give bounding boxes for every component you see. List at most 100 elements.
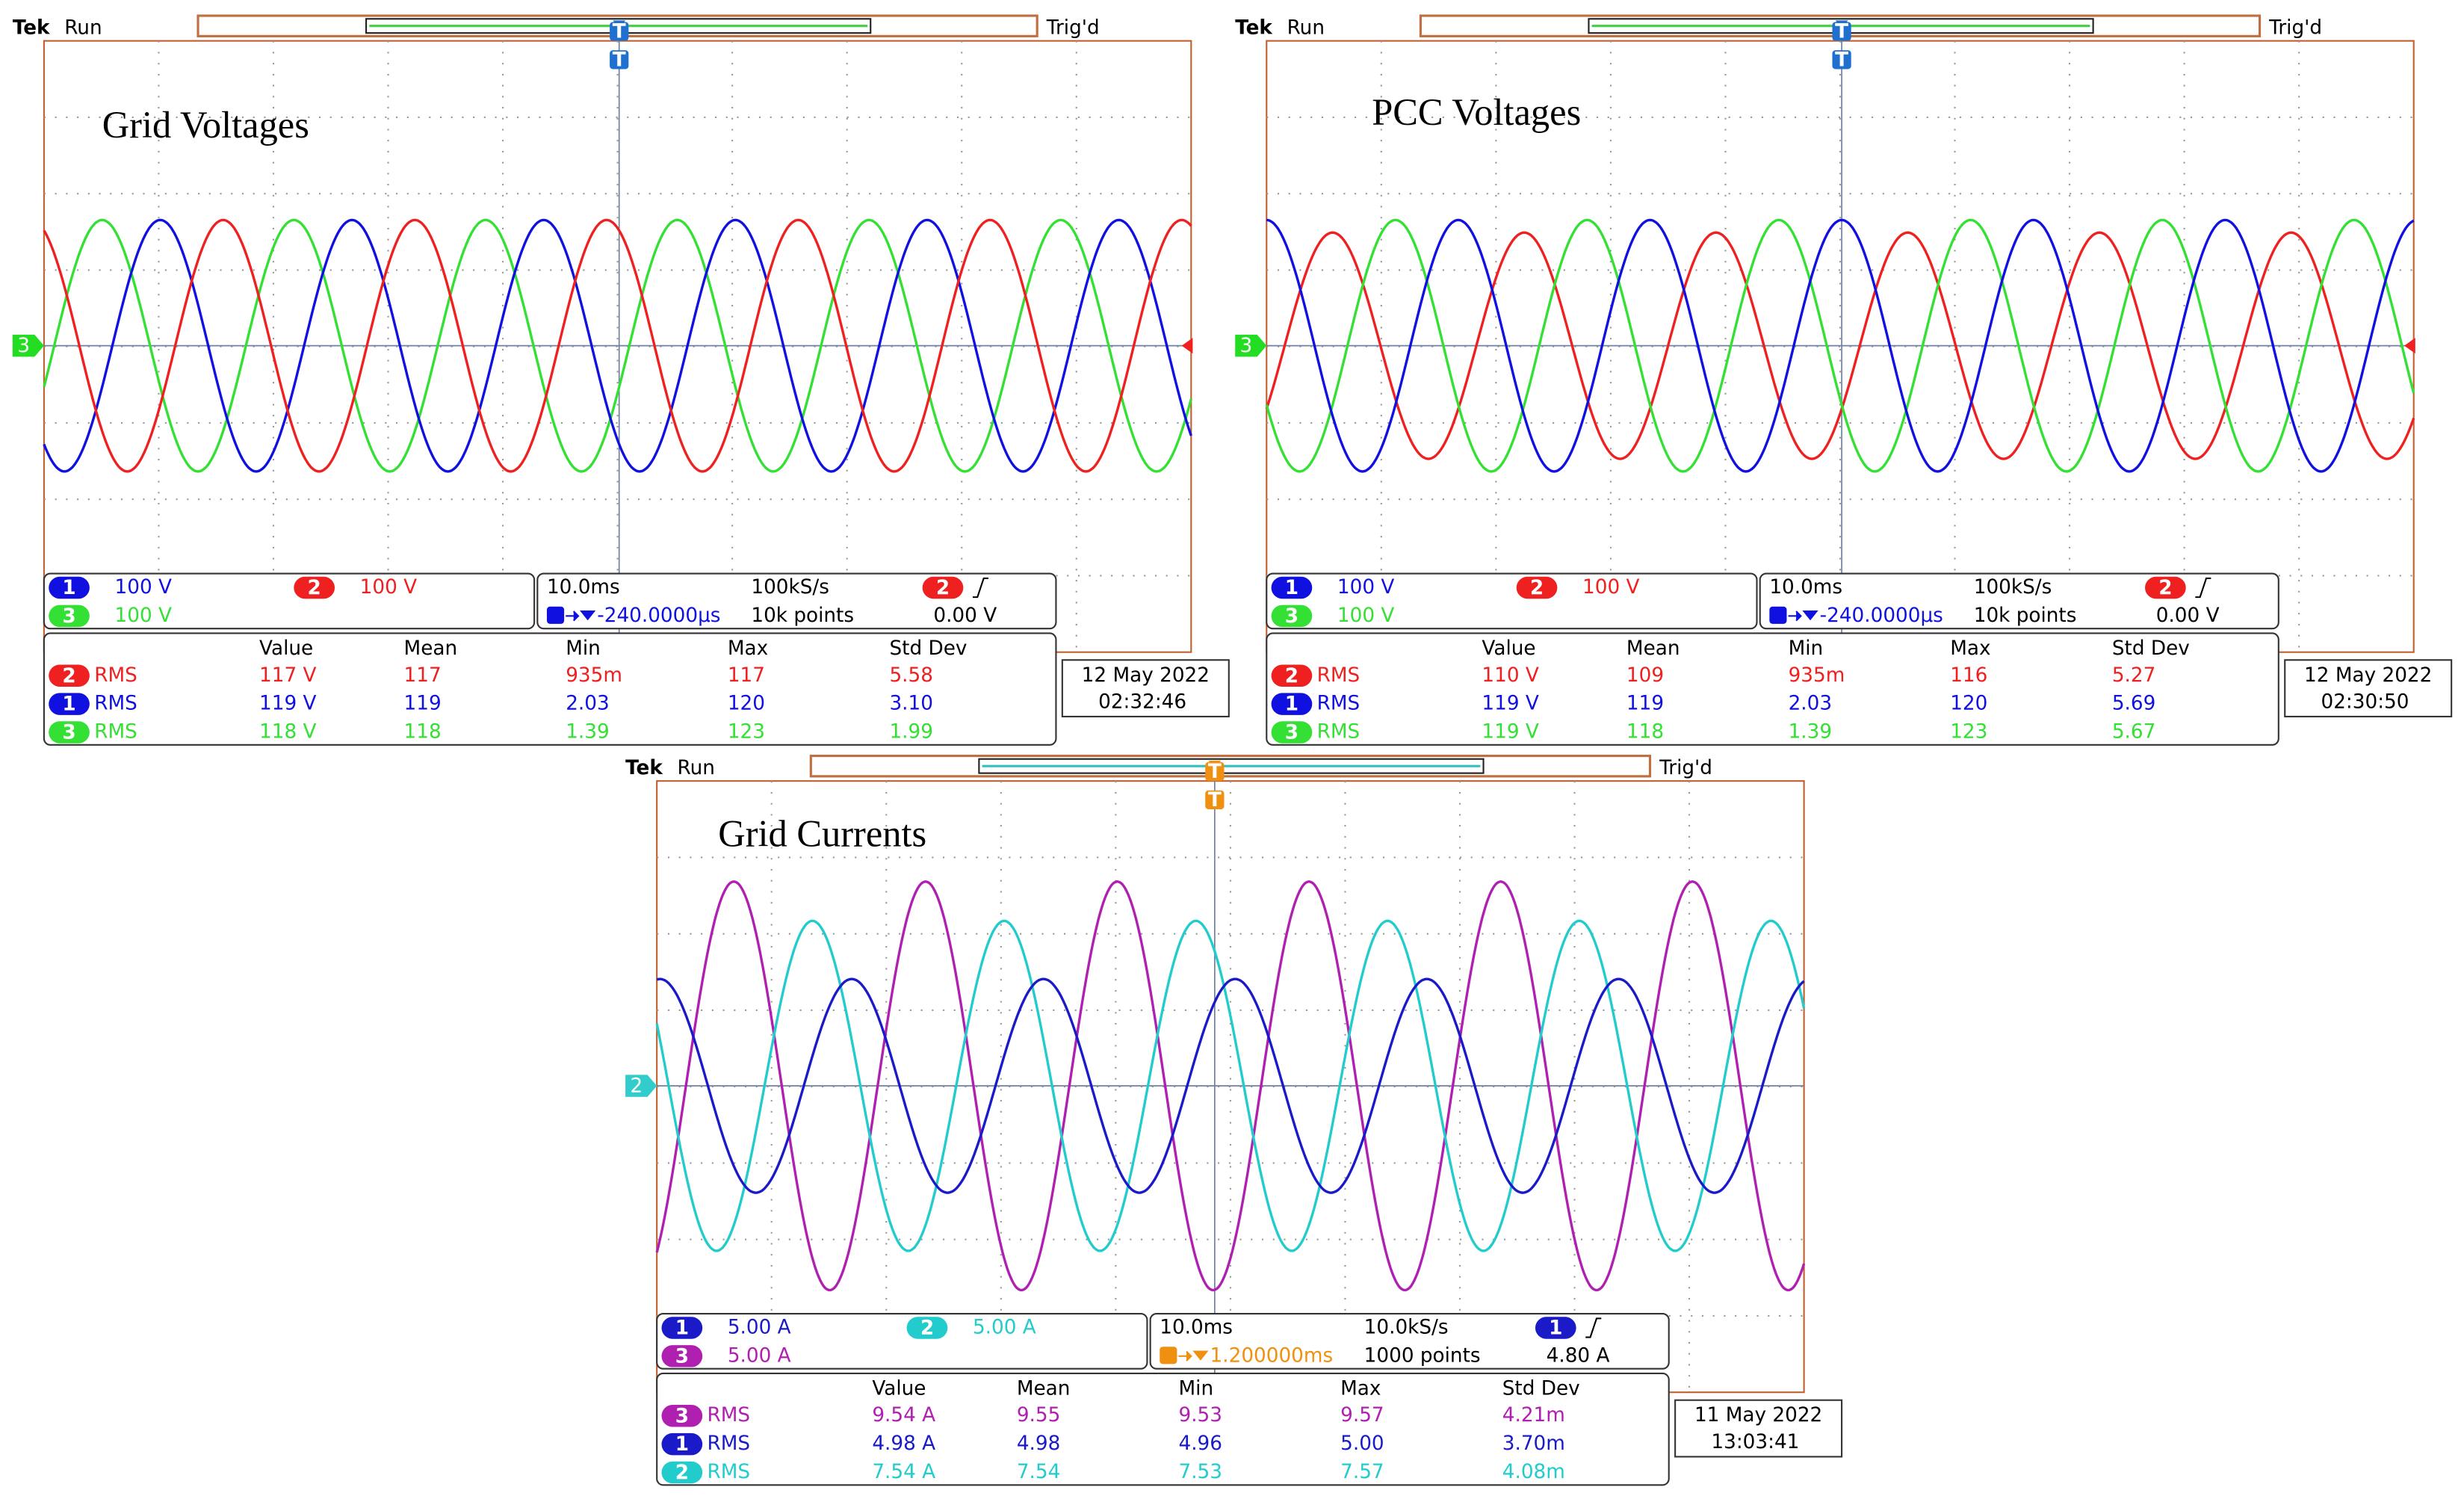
channel-badge [661,1432,703,1456]
waveform [43,218,1192,473]
measurement-header: Value [1482,637,1535,660]
channel-scale: 100 V [115,576,172,599]
measurement-type: RMS [1317,693,1361,715]
time-div: 10.0ms [1769,576,1842,599]
date-box [1674,1399,1843,1458]
channel-badge-label: 3 [62,722,75,744]
trigger-icon [610,50,629,69]
measurement-value: 123 [1950,720,1987,743]
trigger-icon-label: T [1835,49,1848,71]
measurement-value: 109 [1626,664,1664,687]
waveform [656,977,1805,1194]
ground-marker [625,1075,657,1097]
delay-icon [1160,1347,1177,1364]
channel-badge [1271,605,1313,628]
trigger-icon-label: T [613,21,626,43]
time-div: 10.0ms [547,576,620,599]
channel-badge-label: 2 [675,1462,689,1484]
trigger-level: 0.00 V [2156,605,2220,627]
trigger-icon-label: T [1835,21,1848,43]
channel-badge [922,576,964,599]
delay-arrow [566,610,596,622]
measurement-value: 935m [566,664,622,687]
ground-marker-label: 2 [630,1075,643,1098]
run-status: Run [1287,16,1325,39]
channel-badge-label: 2 [936,577,950,599]
trigger-level: 0.00 V [933,605,997,627]
trigger-slope [972,577,988,599]
measurement-type: RMS [707,1461,750,1483]
channel-scale: 100 V [360,576,417,599]
measurement-type: RMS [707,1404,750,1427]
measurement-type: RMS [1317,720,1361,743]
measurement-value: 1.39 [1789,720,1832,743]
measurement-value: 7.53 [1178,1461,1222,1483]
measurement-value: 5.69 [2112,693,2155,715]
measurement-value: 1.99 [889,720,932,743]
measurement-type: RMS [94,720,137,743]
channel-badge-label: 3 [675,1345,689,1367]
measurement-type: RMS [1317,664,1361,687]
waveform [1265,218,2415,473]
delay-arrow [1788,610,1818,622]
channel-panel [656,1313,1148,1370]
plot-title: Grid Voltages [102,104,309,146]
channel-badge-label: 3 [675,1405,689,1427]
measurement-header: Std Dev [2112,637,2190,660]
measurement-value: 4.98 [1017,1432,1060,1455]
run-status: Run [678,757,715,779]
trigger-icon-label: T [1208,789,1222,812]
trigger-level-marker [2404,338,2415,354]
measurement-header: Mean [404,637,458,660]
waveform [655,880,1806,1292]
measurement-value: 117 [728,664,765,687]
measurement-value: 9.53 [1178,1404,1222,1427]
waveform [43,218,1192,473]
measurement-value: 9.57 [1340,1404,1384,1427]
measurement-value: 4.96 [1178,1432,1222,1455]
channel-badge-label: 2 [308,577,321,599]
channel-badge [661,1345,703,1367]
plot-title: PCC Voltages [1372,91,1581,133]
channel-panel [1266,572,1758,630]
measurement-value: 118 V [259,720,316,743]
channel-badge-label: 1 [62,577,75,599]
channel-scale: 100 V [115,605,172,627]
channel-badge [49,576,90,599]
channel-badge [2145,576,2186,599]
measurement-header: Min [1178,1378,1213,1400]
channel-badge [906,1317,948,1339]
time: 02:30:50 [2321,691,2409,714]
measurement-value: 5.27 [2112,664,2155,687]
channel-badge [1271,664,1313,687]
measurement-header: Std Dev [1502,1378,1580,1400]
measurement-header: Std Dev [889,637,967,660]
trigger-icon-label: T [613,49,626,71]
delay: 1.200000ms [1210,1344,1334,1367]
measurement-value: 118 [1626,720,1664,743]
measurement-value: 2.03 [1789,693,1832,715]
record-length: 10k points [1974,605,2077,627]
measurement-value: 119 [404,693,442,715]
channel-scale: 5.00 A [973,1316,1036,1338]
channel-badge [49,693,90,715]
channel-badge-label: 3 [62,605,75,628]
measurement-value: 7.54 [1017,1461,1060,1483]
measurement-panel [656,1372,1670,1486]
measurement-value: 120 [728,693,765,715]
time: 13:03:41 [1711,1431,1799,1453]
channel-scale: 100 V [1337,605,1394,627]
channel-badge-label: 1 [675,1317,689,1340]
channel-scale: 100 V [1337,576,1394,599]
run-status: Run [64,16,102,39]
channel-badge [1535,1317,1576,1339]
trigger-icon [1832,50,1851,69]
measurement-value: 119 V [259,693,316,715]
channel-badge-label: 3 [1285,722,1298,744]
time-div: 10.0ms [1160,1316,1233,1338]
ground-marker [12,334,44,357]
measurement-header: Min [1789,637,1824,660]
channel-badge [49,721,90,744]
waveform [1266,218,2415,473]
